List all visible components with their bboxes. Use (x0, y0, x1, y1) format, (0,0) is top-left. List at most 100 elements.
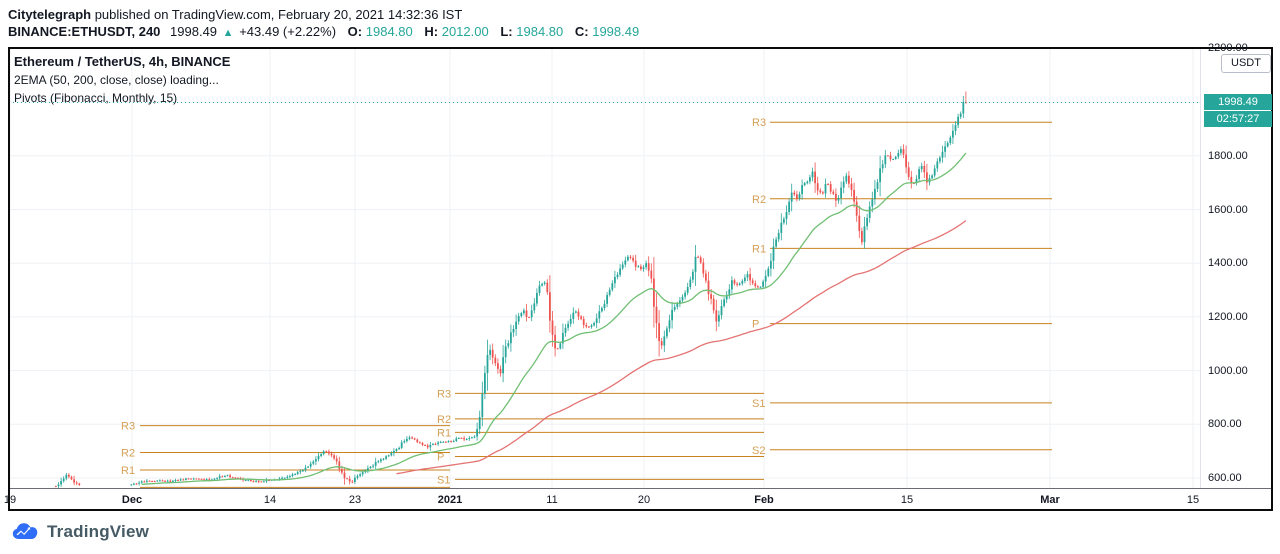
candle-body (533, 303, 536, 311)
candle-body (905, 154, 907, 168)
candle-body (213, 478, 216, 480)
candle-body (476, 428, 478, 437)
candle-body (138, 482, 140, 484)
candle-body (949, 137, 952, 144)
candle-body (619, 268, 621, 275)
candle-body (710, 294, 712, 299)
candle-body (936, 161, 939, 169)
time-tick-label: 19 (3, 494, 17, 506)
candle-body (725, 294, 728, 300)
candle-body (785, 212, 788, 219)
candle-body (543, 282, 546, 284)
candle-body (263, 481, 265, 483)
candle-body (244, 480, 247, 482)
candle-body (920, 165, 923, 170)
candle-body (559, 343, 562, 349)
candle-body (681, 296, 684, 301)
candle-body (432, 443, 434, 445)
candle-body (299, 471, 302, 473)
candle-body (572, 312, 575, 319)
candle-body (850, 183, 853, 190)
candle-body (855, 201, 858, 216)
time-tick-label: 23 (348, 494, 362, 506)
candle-body (296, 472, 299, 475)
candle-body (668, 320, 671, 329)
candle-body (697, 256, 699, 258)
candle-body (250, 479, 252, 482)
candle-body (231, 477, 234, 479)
candle-body (816, 183, 819, 191)
candle-body (341, 469, 343, 473)
candle-body (731, 280, 733, 290)
candle-body (133, 483, 135, 485)
candle-body (567, 323, 569, 328)
candle-body (151, 480, 153, 482)
pivot-label-R2: R2 (437, 414, 451, 426)
candle-body (351, 481, 354, 483)
candle-body (283, 477, 286, 479)
candle-body (660, 341, 663, 346)
candle-body (894, 156, 897, 160)
candle-body (424, 444, 426, 446)
pivot-label-S1: S1 (437, 474, 450, 486)
candle-body (218, 476, 221, 479)
candle-body (161, 480, 164, 482)
candle-body (801, 185, 803, 195)
tradingview-brand[interactable]: TradingView (12, 522, 149, 542)
candle-body (216, 478, 218, 480)
candle-body (723, 299, 725, 307)
candle-body (689, 279, 692, 287)
candle-body (957, 116, 959, 126)
candle-body (421, 443, 424, 445)
candle-body (447, 441, 450, 443)
candle-body (382, 458, 385, 460)
candle-body (419, 442, 421, 444)
candle-body (822, 192, 824, 194)
candle-body (257, 480, 260, 482)
candle-body (439, 441, 442, 443)
candle-body (463, 437, 465, 440)
candle-body (923, 165, 926, 173)
candle-body (803, 183, 806, 186)
pivot-label-R3: R3 (752, 117, 766, 129)
candle-body (70, 476, 73, 480)
candle-body (221, 476, 224, 478)
candle-body (398, 447, 400, 450)
candle-body (75, 482, 78, 484)
candle-body (874, 188, 876, 200)
candle-body (809, 177, 811, 182)
candle-body (832, 191, 835, 194)
candle-body (673, 306, 676, 310)
time-tick-label: Dec (121, 494, 143, 506)
candle-body (868, 206, 871, 218)
time-tick-label: Mar (1040, 494, 1060, 506)
candle-body (728, 289, 731, 295)
candle-body (302, 470, 304, 472)
candle-body (814, 171, 816, 184)
candle-body (289, 476, 291, 478)
currency-unit-button[interactable]: USDT (1221, 54, 1271, 73)
candle-body (203, 479, 205, 481)
candle-body (637, 266, 640, 268)
candle-body (429, 444, 432, 448)
price-tick-label: 1000.00 (1208, 364, 1248, 377)
close-value: 1998.49 (592, 24, 640, 39)
candle-body (325, 451, 328, 453)
candle-body (551, 320, 554, 335)
candle-body (715, 310, 718, 322)
candle-body (130, 484, 133, 486)
candle-body (705, 273, 707, 281)
pivot-label-S2: S2 (752, 445, 765, 457)
candle-body (621, 264, 624, 269)
candle-body (73, 479, 75, 483)
candle-body (148, 480, 151, 482)
candle-body (837, 197, 840, 201)
candle-body (304, 467, 307, 471)
candle-body (491, 349, 494, 358)
candle-body (140, 481, 143, 483)
candle-body (135, 483, 138, 485)
candle-body (824, 184, 827, 194)
chart-legend[interactable]: Ethereum / TetherUS, 4h, BINANCE 2EMA (5… (14, 55, 230, 110)
pivot-label-R3: R3 (121, 421, 135, 433)
